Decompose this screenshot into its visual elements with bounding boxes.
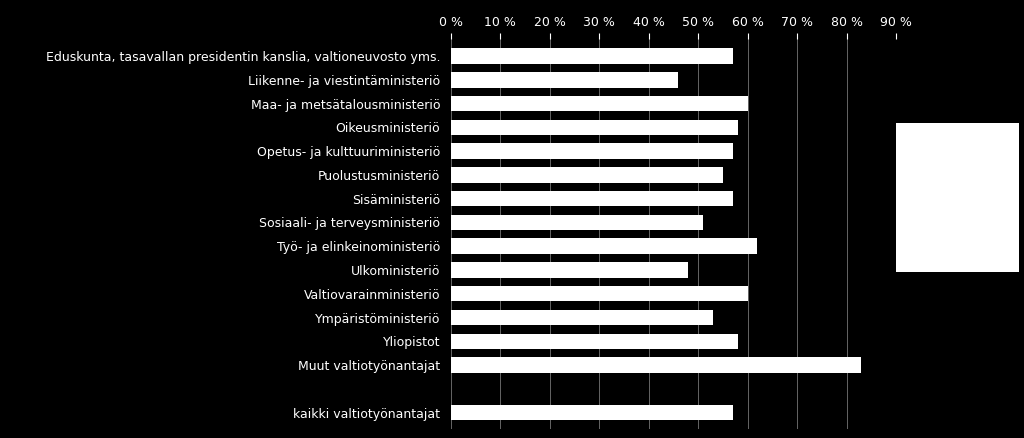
Bar <box>451 215 702 230</box>
Bar <box>451 357 861 373</box>
Bar <box>451 191 733 206</box>
Bar <box>451 120 737 135</box>
Bar <box>451 262 688 278</box>
Bar <box>451 167 723 183</box>
Bar <box>451 310 713 325</box>
Bar <box>451 96 748 111</box>
Bar <box>451 334 737 349</box>
Bar <box>451 405 733 420</box>
Bar <box>451 238 758 254</box>
Bar <box>451 72 678 88</box>
Bar <box>451 48 733 64</box>
Bar <box>451 286 748 301</box>
Bar <box>451 143 733 159</box>
